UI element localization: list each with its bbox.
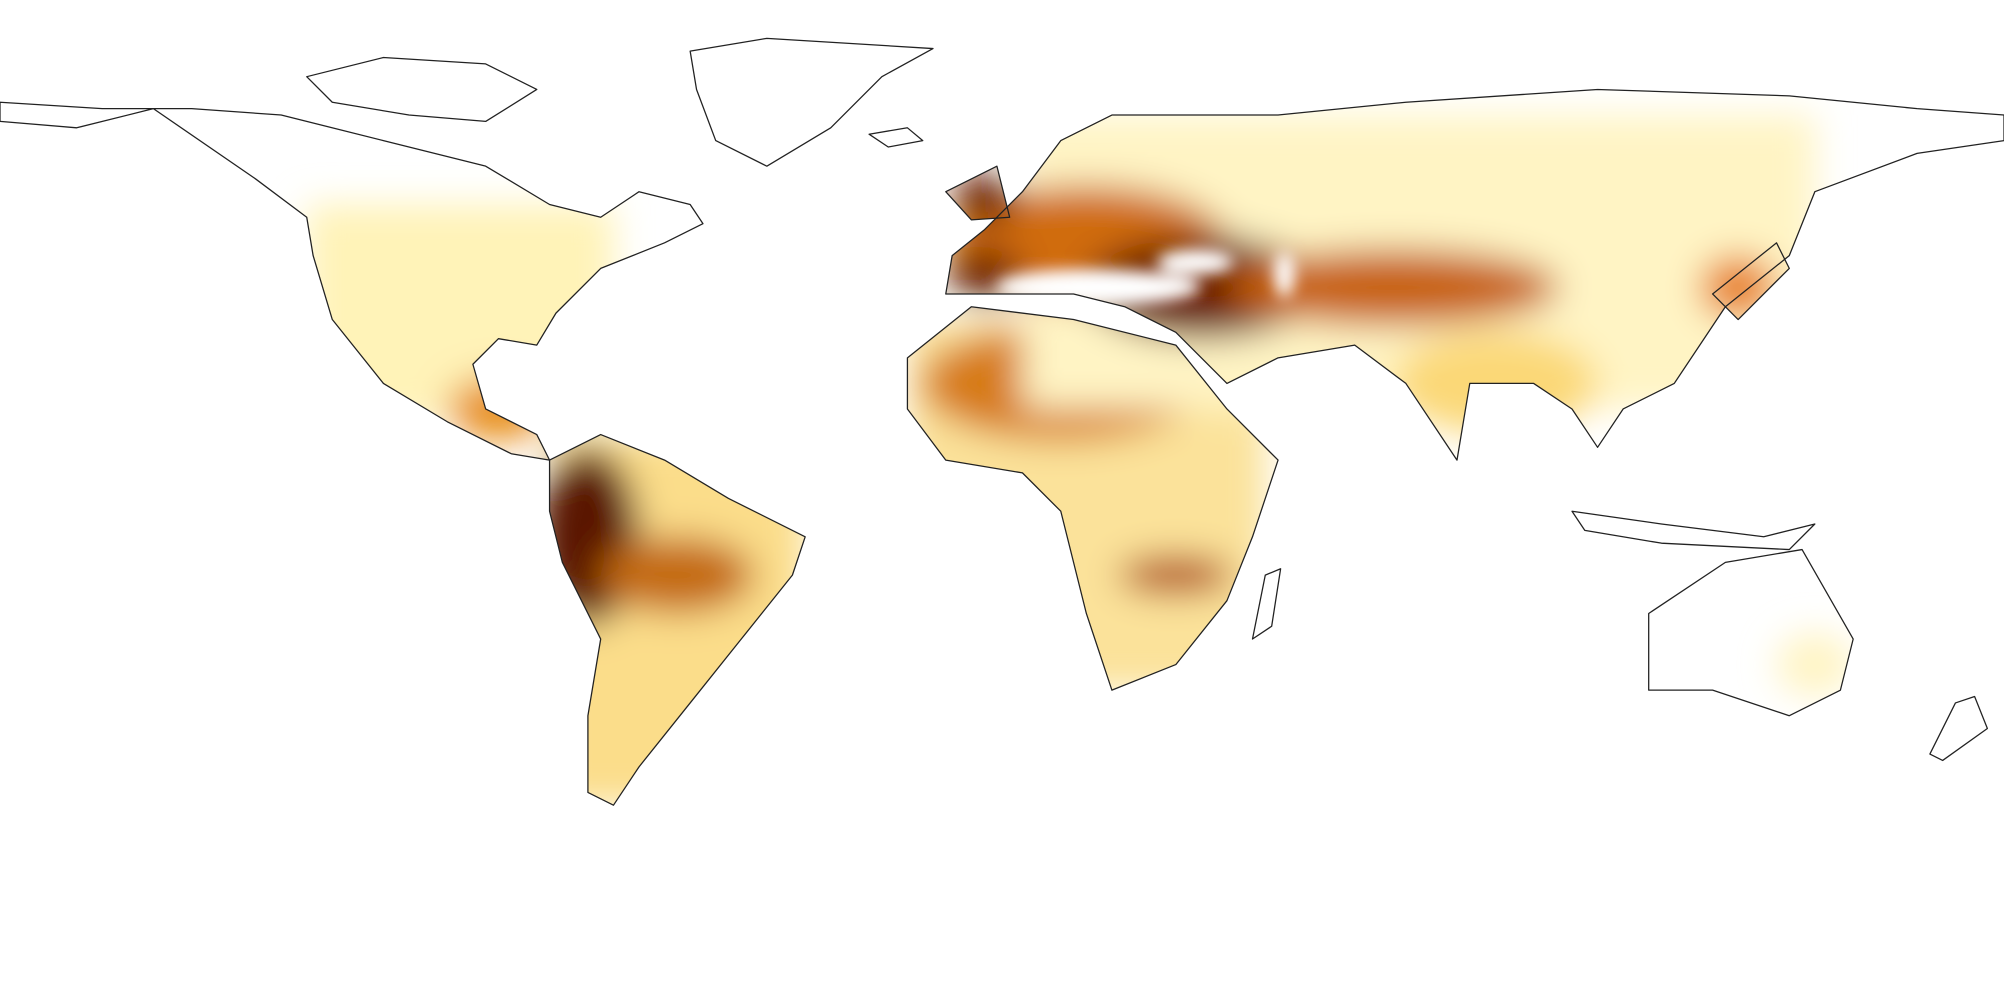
heat-japan	[1699, 255, 1777, 320]
coast-arctic-islands	[306, 56, 538, 123]
black-sea	[1156, 249, 1234, 275]
coast-britain	[945, 165, 1011, 221]
caspian-sea	[1274, 251, 1295, 298]
water-bodies	[996, 249, 1295, 306]
coastlines	[0, 37, 2004, 806]
coast-south-america	[548, 433, 806, 806]
heat-britain	[952, 172, 1017, 224]
coast-greenland	[689, 37, 934, 167]
coast-africa	[906, 306, 1279, 691]
heat-east-africa	[1118, 555, 1234, 595]
mediterranean-sea	[996, 269, 1202, 306]
coast-iceland	[868, 127, 924, 148]
heat-amazon	[600, 536, 755, 614]
heat-central-asia	[1226, 249, 1560, 326]
heat-central-america	[447, 377, 550, 441]
coast-north-america	[0, 101, 704, 461]
heat-australia	[1776, 632, 1854, 697]
heat-blobs	[306, 115, 1854, 806]
coast-australia	[1648, 548, 1854, 717]
coast-indonesia	[1571, 510, 1816, 551]
coast-new-zealand	[1929, 695, 1989, 762]
coast-japan	[1711, 242, 1790, 321]
heat-layer	[306, 115, 1854, 806]
coast-madagascar	[1251, 568, 1282, 640]
